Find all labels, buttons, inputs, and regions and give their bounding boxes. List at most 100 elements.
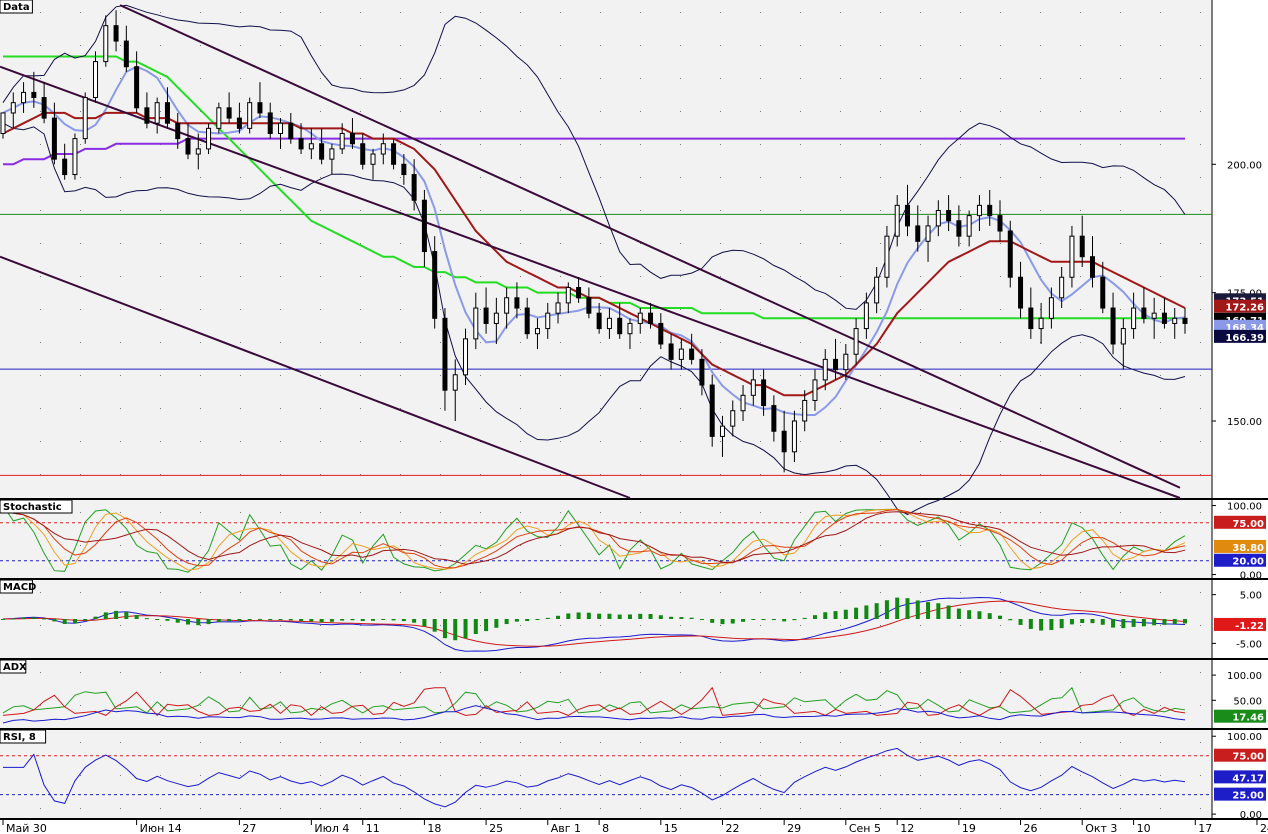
price-pane-background <box>0 0 1212 498</box>
grid-dot <box>1080 309 1081 310</box>
macd-histogram-bar <box>1018 619 1023 625</box>
grid-dot <box>120 408 121 409</box>
macd-histogram-bar <box>535 619 540 620</box>
grid-dot <box>1000 45 1001 46</box>
grid-dot <box>880 342 881 343</box>
candle-body <box>1110 307 1116 345</box>
grid-dot <box>320 78 321 79</box>
x-tick-label: Окт 3 <box>1085 822 1117 834</box>
grid-dot <box>920 474 921 475</box>
grid-dot <box>280 441 281 442</box>
macd-histogram-bar <box>309 619 314 622</box>
macd-histogram-bar <box>371 619 376 621</box>
grid-dot <box>960 375 961 376</box>
grid-dot <box>680 775 681 776</box>
macd-value-tag <box>1214 617 1266 631</box>
x-tick-label: Июн 14 <box>140 822 182 834</box>
grid-dot <box>640 512 641 513</box>
grid-dot <box>720 243 721 244</box>
grid-dot <box>240 243 241 244</box>
macd-histogram-bar <box>21 617 26 619</box>
candle-body <box>730 410 736 427</box>
grid-dot <box>560 375 561 376</box>
macd-histogram-bar <box>977 611 982 619</box>
grid-dot <box>760 672 761 673</box>
grid-dot <box>1000 210 1001 211</box>
grid-dot <box>160 705 161 706</box>
grid-dot <box>600 309 601 310</box>
grid-dot <box>720 177 721 178</box>
grid-dot <box>600 474 601 475</box>
grid-dot <box>120 375 121 376</box>
macd-histogram-bar <box>463 619 468 639</box>
stochastic-tick-label: 100.00 <box>1227 502 1262 513</box>
rsi-value-tag <box>1214 748 1266 762</box>
grid-dot <box>840 78 841 79</box>
grid-dot <box>200 512 201 513</box>
grid-dot <box>680 243 681 244</box>
grid-dot <box>1200 12 1201 13</box>
grid-dot <box>1000 775 1001 776</box>
macd-histogram-bar <box>669 616 674 619</box>
grid-dot <box>960 12 961 13</box>
grid-dot <box>880 592 881 593</box>
grid-dot <box>1160 12 1161 13</box>
macd-histogram-bar <box>124 611 129 619</box>
grid-dot <box>280 342 281 343</box>
macd-value-tag-label: -1.22 <box>1235 621 1264 632</box>
grid-dot <box>720 111 721 112</box>
grid-dot <box>760 111 761 112</box>
grid-dot <box>1040 441 1041 442</box>
macd-signal-line <box>2 600 1186 647</box>
grid-dot <box>40 672 41 673</box>
macd-histogram-bar <box>31 617 36 619</box>
grid-dot <box>360 775 361 776</box>
grid-dot <box>760 309 761 310</box>
grid-dot <box>880 545 881 546</box>
candle-body <box>0 112 6 134</box>
grid-dot <box>520 705 521 706</box>
grid-dot <box>1200 276 1201 277</box>
rsi-tick-label: 0.00 <box>1240 810 1262 821</box>
candle-body <box>483 307 489 324</box>
candle-body <box>144 107 150 124</box>
grid-dot <box>320 474 321 475</box>
grid-dot <box>720 309 721 310</box>
grid-dot <box>760 474 761 475</box>
grid-dot <box>280 111 281 112</box>
macd-tick-label: 5.00 <box>1240 591 1262 602</box>
grid-dot <box>360 78 361 79</box>
grid-dot <box>320 742 321 743</box>
grid-dot <box>1200 342 1201 343</box>
x-tick-label: Сен 5 <box>849 822 881 834</box>
candle-body <box>689 348 695 360</box>
grid-dot <box>240 144 241 145</box>
grid-dot <box>40 45 41 46</box>
grid-dot <box>960 45 961 46</box>
grid-dot <box>840 775 841 776</box>
grid-dot <box>360 243 361 244</box>
grid-dot <box>840 210 841 211</box>
grid-dot <box>1160 408 1161 409</box>
macd-histogram-bar <box>648 613 653 619</box>
grid-dot <box>520 592 521 593</box>
macd-histogram-bar <box>278 619 283 620</box>
x-tick-label: 18 <box>427 822 441 834</box>
grid-dot <box>480 177 481 178</box>
grid-dot <box>1120 474 1121 475</box>
grid-dot <box>880 672 881 673</box>
grid-dot <box>400 210 401 211</box>
grid-dot <box>80 12 81 13</box>
grid-dot <box>80 408 81 409</box>
grid-dot <box>1200 625 1201 626</box>
candle-body <box>1038 317 1044 330</box>
candle-body <box>411 174 417 201</box>
macd-histogram-bar <box>52 619 57 622</box>
grid-dot <box>160 276 161 277</box>
grid-dot <box>920 545 921 546</box>
grid-dot <box>520 441 521 442</box>
grid-dot <box>360 512 361 513</box>
macd-histogram-bar <box>319 619 324 623</box>
grid-dot <box>480 144 481 145</box>
grid-dot <box>680 375 681 376</box>
